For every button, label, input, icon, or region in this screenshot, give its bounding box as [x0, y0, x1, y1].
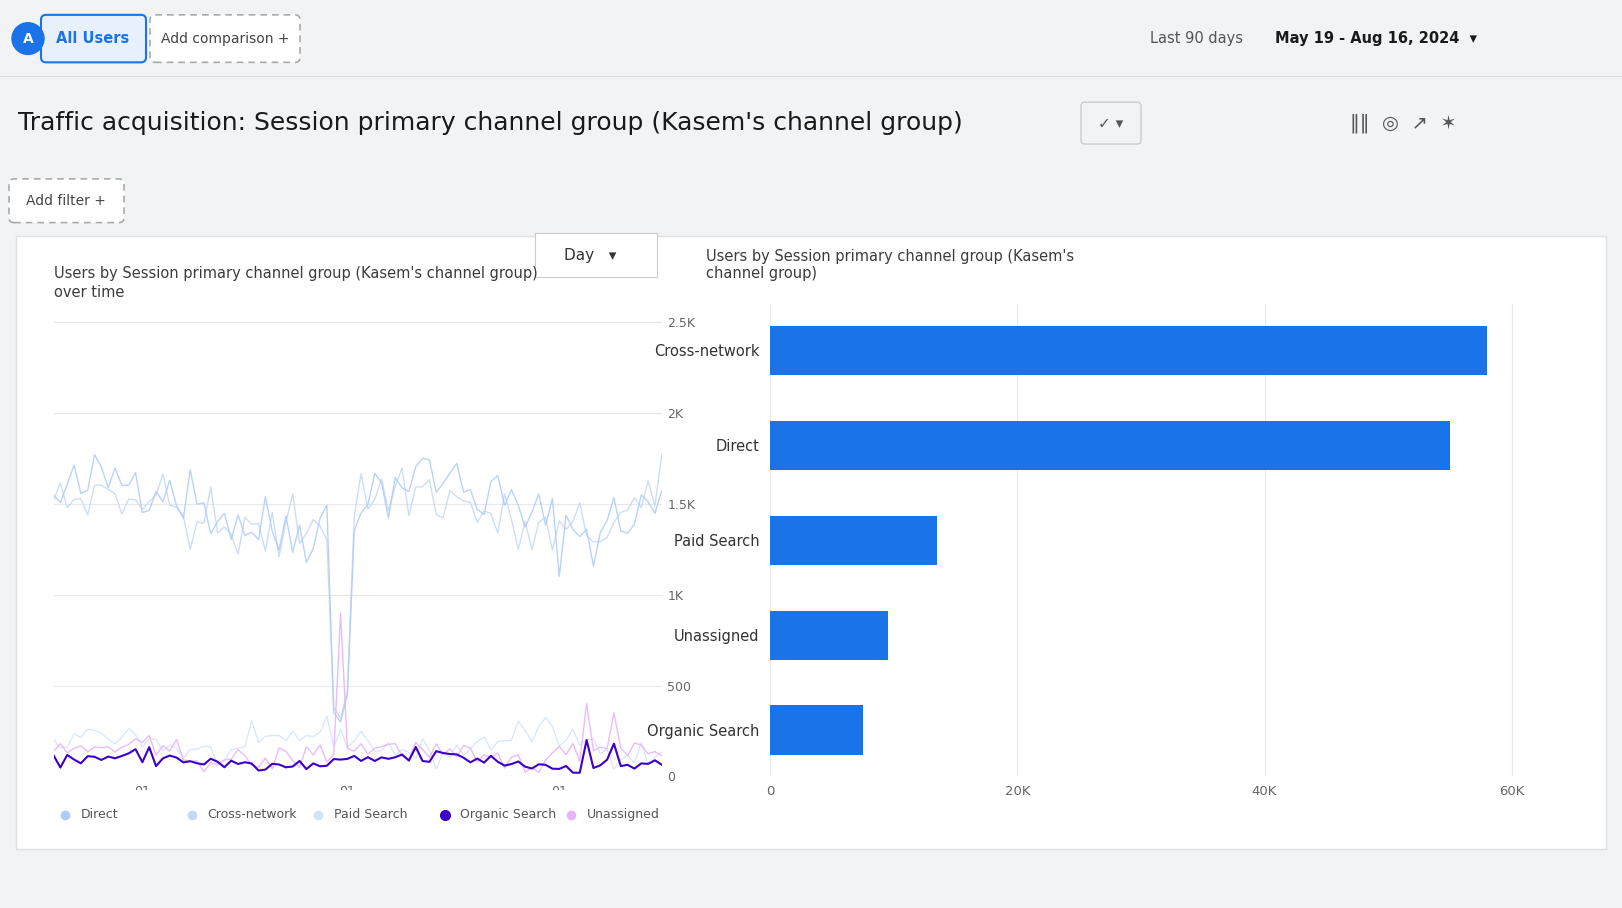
Bar [770, 326, 1487, 375]
Text: Cross-network: Cross-network [208, 808, 297, 822]
Text: Users by Session primary channel group (Kasem's
channel group): Users by Session primary channel group (… [706, 249, 1074, 281]
FancyBboxPatch shape [41, 15, 146, 63]
Text: Last 90 days: Last 90 days [1150, 31, 1242, 46]
Text: ✓ ▾: ✓ ▾ [1098, 115, 1124, 131]
Text: Day   ▾: Day ▾ [564, 248, 616, 262]
Text: A: A [23, 32, 34, 45]
Bar [770, 610, 887, 660]
Text: Direct: Direct [81, 808, 118, 822]
Text: Organic Search: Organic Search [461, 808, 556, 822]
Bar [770, 420, 1450, 470]
Text: Traffic acquisition: Session primary channel group (Kasem's channel group): Traffic acquisition: Session primary cha… [18, 111, 963, 135]
Text: Paid Search: Paid Search [334, 808, 407, 822]
FancyBboxPatch shape [10, 179, 123, 222]
Text: over time: over time [54, 284, 123, 300]
Text: May 19 - Aug 16, 2024  ▾: May 19 - Aug 16, 2024 ▾ [1275, 31, 1478, 46]
Bar [770, 706, 863, 755]
Text: All Users: All Users [57, 31, 130, 46]
Text: Unassigned: Unassigned [587, 808, 660, 822]
Text: Add comparison +: Add comparison + [161, 32, 289, 45]
FancyBboxPatch shape [149, 15, 300, 63]
Text: ‖‖  ◎  ↗  ✶: ‖‖ ◎ ↗ ✶ [1350, 114, 1457, 133]
Text: Add filter +: Add filter + [26, 193, 105, 208]
FancyBboxPatch shape [1080, 102, 1140, 144]
Text: Users by Session primary channel group (Kasem's channel group): Users by Session primary channel group (… [54, 266, 537, 281]
Circle shape [11, 23, 44, 54]
Bar [770, 516, 938, 565]
